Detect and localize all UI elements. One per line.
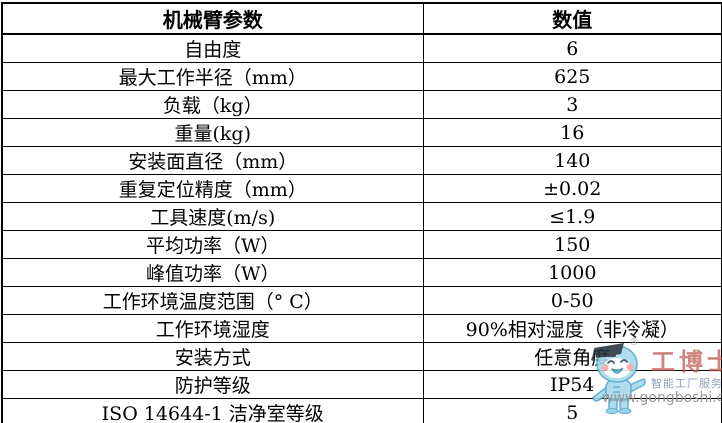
param-column-header: 机械臂参数 [1, 2, 424, 35]
table-row: 工具速度(m/s) ≤1.9 [1, 202, 722, 231]
param-name-cell: 安装方式 [1, 342, 424, 371]
param-value-cell: 6 [422, 33, 722, 63]
param-name-cell: 防护等级 [1, 370, 424, 399]
param-name-cell: 重复定位精度（mm） [1, 174, 424, 203]
table-row: 防护等级 IP54 [1, 370, 722, 399]
param-name-cell: 重量(kg) [1, 118, 424, 147]
param-value-cell: 16 [422, 118, 722, 147]
param-name-cell: 最大工作半径（mm） [1, 62, 424, 91]
table-row: 峰值功率（W） 1000 [1, 258, 722, 287]
param-value-cell: 任意角度 [422, 342, 722, 371]
param-name-cell: 工作环境湿度 [1, 314, 424, 343]
param-value-cell: IP54 [422, 370, 722, 399]
param-value-cell: 5 [422, 398, 722, 423]
param-name-cell: 负载（kg） [1, 90, 424, 119]
param-value-cell: 3 [422, 90, 722, 119]
param-name-cell: 平均功率（W） [1, 230, 424, 259]
table-row: 自由度 6 [1, 33, 722, 63]
table-row: 工作环境湿度 90%相对湿度（非冷凝） [1, 314, 722, 343]
param-value-cell: 140 [422, 146, 722, 175]
table-row: 负载（kg） 3 [1, 90, 722, 119]
table-row: ISO 14644-1 洁净室等级 5 [1, 398, 722, 423]
param-value-cell: ≤1.9 [422, 202, 722, 231]
table-row: 安装面直径（mm） 140 [1, 146, 722, 175]
value-column-header: 数值 [422, 2, 722, 35]
table-row: 最大工作半径（mm） 625 [1, 62, 722, 91]
table-row: 重量(kg) 16 [1, 118, 722, 147]
table-row: 平均功率（W） 150 [1, 230, 722, 259]
param-name-cell: 峰值功率（W） [1, 258, 424, 287]
param-value-cell: 0-50 [422, 286, 722, 315]
param-value-cell: 1000 [422, 258, 722, 287]
table-row: 重复定位精度（mm） ±0.02 [1, 174, 722, 203]
param-name-cell: 工具速度(m/s) [1, 202, 424, 231]
param-name-cell: ISO 14644-1 洁净室等级 [1, 398, 424, 423]
param-name-cell: 工作环境温度范围（° C） [1, 286, 424, 315]
param-name-cell: 自由度 [1, 33, 424, 63]
table-row: 工作环境温度范围（° C） 0-50 [1, 286, 722, 315]
param-value-cell: ±0.02 [422, 174, 722, 203]
table-header-row: 机械臂参数 数值 [1, 2, 722, 35]
param-value-cell: 625 [422, 62, 722, 91]
param-value-cell: 150 [422, 230, 722, 259]
table-row: 安装方式 任意角度 [1, 342, 722, 371]
param-name-cell: 安装面直径（mm） [1, 146, 424, 175]
param-value-cell: 90%相对湿度（非冷凝） [422, 314, 722, 343]
